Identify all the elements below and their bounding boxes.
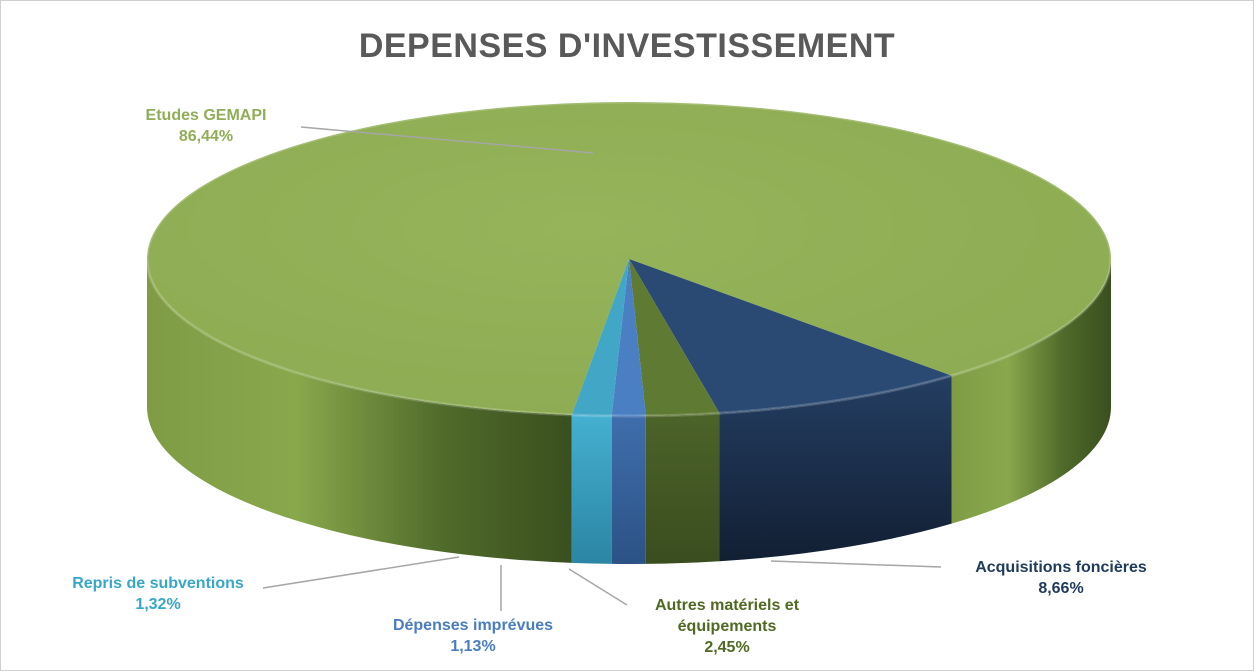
leader-etudes-gemapi	[300, 126, 594, 154]
slice-etudes-gemapi-side	[951, 259, 1111, 524]
slice-label-repris-subventions: Repris de subventions 1,32%	[53, 573, 263, 615]
slice-repris-subventions-side	[571, 414, 612, 564]
pie-rim	[145, 100, 1113, 418]
slice-depenses-imprevues-side	[611, 415, 646, 564]
slice-label-value: 86,44%	[178, 128, 234, 145]
slice-etudes-gemapi	[146, 101, 1112, 415]
slice-label-acquisitions-foncieres: Acquisitions foncières 8,66%	[951, 557, 1171, 599]
slice-label-value: 8,66%	[1038, 580, 1084, 597]
slice-etudes-gemapi-side	[147, 259, 572, 563]
slice-label-value: 1,13%	[450, 638, 496, 655]
leader-autres-materiels	[568, 568, 628, 606]
slice-label-value: 1,32%	[135, 596, 181, 613]
slice-acquisitions-foncieres	[629, 259, 952, 414]
slice-acquisitions-foncieres-side	[719, 375, 952, 562]
leader-repris-subventions	[262, 556, 460, 589]
leader-acquisitions-foncieres	[770, 560, 942, 568]
slice-repris-subventions	[571, 259, 629, 416]
slice-label-depenses-imprevues: Dépenses imprévues 1,13%	[373, 615, 573, 657]
chart-title: DEPENSES D'INVESTISSEMENT	[358, 27, 896, 65]
slice-label-name-line2: équipements	[677, 618, 777, 635]
slice-autres-materiels-side	[645, 413, 720, 564]
slice-label-name: Acquisitions foncières	[975, 559, 1147, 576]
slice-label-value: 2,45%	[704, 639, 750, 656]
slice-label-autres-materiels: Autres matériels et équipements 2,45%	[629, 595, 825, 658]
slice-label-name-line1: Autres matériels et	[654, 597, 800, 614]
slice-autres-materiels	[629, 259, 720, 416]
slice-label-name: Etudes GEMAPI	[145, 107, 267, 124]
slice-label-name: Repris de subventions	[72, 575, 244, 592]
slice-label-name: Dépenses imprévues	[392, 617, 554, 634]
slice-label-etudes-gemapi: Etudes GEMAPI 86,44%	[121, 105, 291, 147]
slice-depenses-imprevues	[611, 259, 646, 416]
